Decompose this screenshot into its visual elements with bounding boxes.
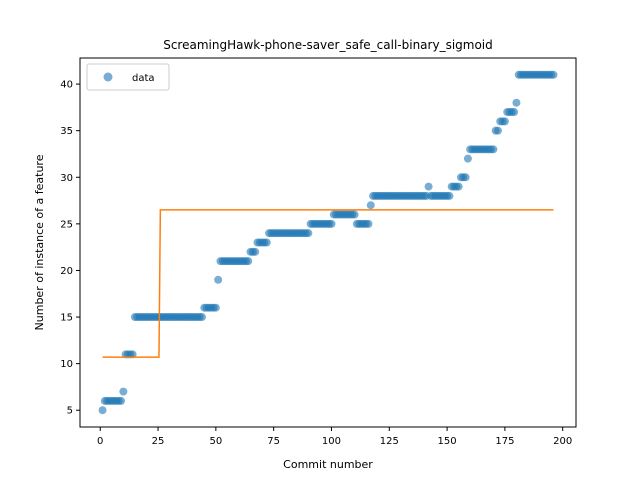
data-point: [489, 145, 498, 154]
legend-marker-data: [103, 72, 113, 82]
data-point: [98, 406, 107, 415]
data-point: [197, 313, 206, 322]
y-tick-label: 10: [60, 359, 73, 370]
y-tick-label: 40: [60, 80, 73, 91]
x-axis-label: Commit number: [283, 458, 373, 471]
data-point: [512, 98, 521, 107]
x-tick-label: 175: [495, 436, 514, 447]
y-tick-label: 15: [60, 313, 73, 324]
x-tick-label: 100: [322, 436, 341, 447]
x-tick-label: 25: [152, 436, 165, 447]
data-point: [463, 154, 472, 163]
data-point: [549, 70, 558, 79]
data-point: [119, 387, 128, 396]
y-tick-label: 20: [60, 266, 73, 277]
y-axis-label: Number of instance of a feature: [33, 154, 46, 330]
y-tick-label: 35: [60, 126, 73, 137]
data-point: [454, 182, 463, 191]
x-axis: 0 25 50 75 100 125 150 175 200: [97, 427, 572, 447]
data-point: [128, 350, 137, 359]
data-point: [327, 219, 336, 228]
data-point: [500, 117, 509, 126]
data-point: [445, 191, 454, 200]
y-tick-label: 5: [67, 406, 73, 417]
y-tick-label: 25: [60, 219, 73, 230]
data-point: [350, 210, 359, 219]
data-point: [510, 108, 519, 117]
y-tick-label: 30: [60, 173, 73, 184]
data-point: [251, 247, 260, 256]
plot-frame: [79, 57, 577, 428]
x-tick-label: 50: [209, 436, 222, 447]
plot-area: [98, 70, 558, 415]
data-point: [214, 275, 223, 284]
legend-box: [86, 63, 170, 91]
legend-label-data: data: [132, 73, 155, 84]
x-tick-label: 200: [553, 436, 572, 447]
x-tick-label: 0: [97, 436, 103, 447]
x-tick-label: 150: [438, 436, 457, 447]
data-point: [493, 126, 502, 135]
y-axis: 5 10 15 20 25 30 35 40: [60, 80, 80, 417]
data-point: [211, 303, 220, 312]
data-point: [424, 182, 433, 191]
data-point: [366, 201, 375, 210]
chart-title: ScreamingHawk-phone-saver_safe_call-bina…: [163, 38, 493, 52]
data-point: [364, 219, 373, 228]
data-point: [304, 229, 313, 238]
data-point: [461, 173, 470, 182]
fit-line: [102, 209, 554, 358]
x-tick-label: 75: [267, 436, 280, 447]
data-point: [244, 257, 253, 266]
legend: data: [86, 63, 170, 91]
x-tick-label: 125: [380, 436, 399, 447]
data-point: [117, 396, 126, 405]
data-point: [262, 238, 271, 247]
